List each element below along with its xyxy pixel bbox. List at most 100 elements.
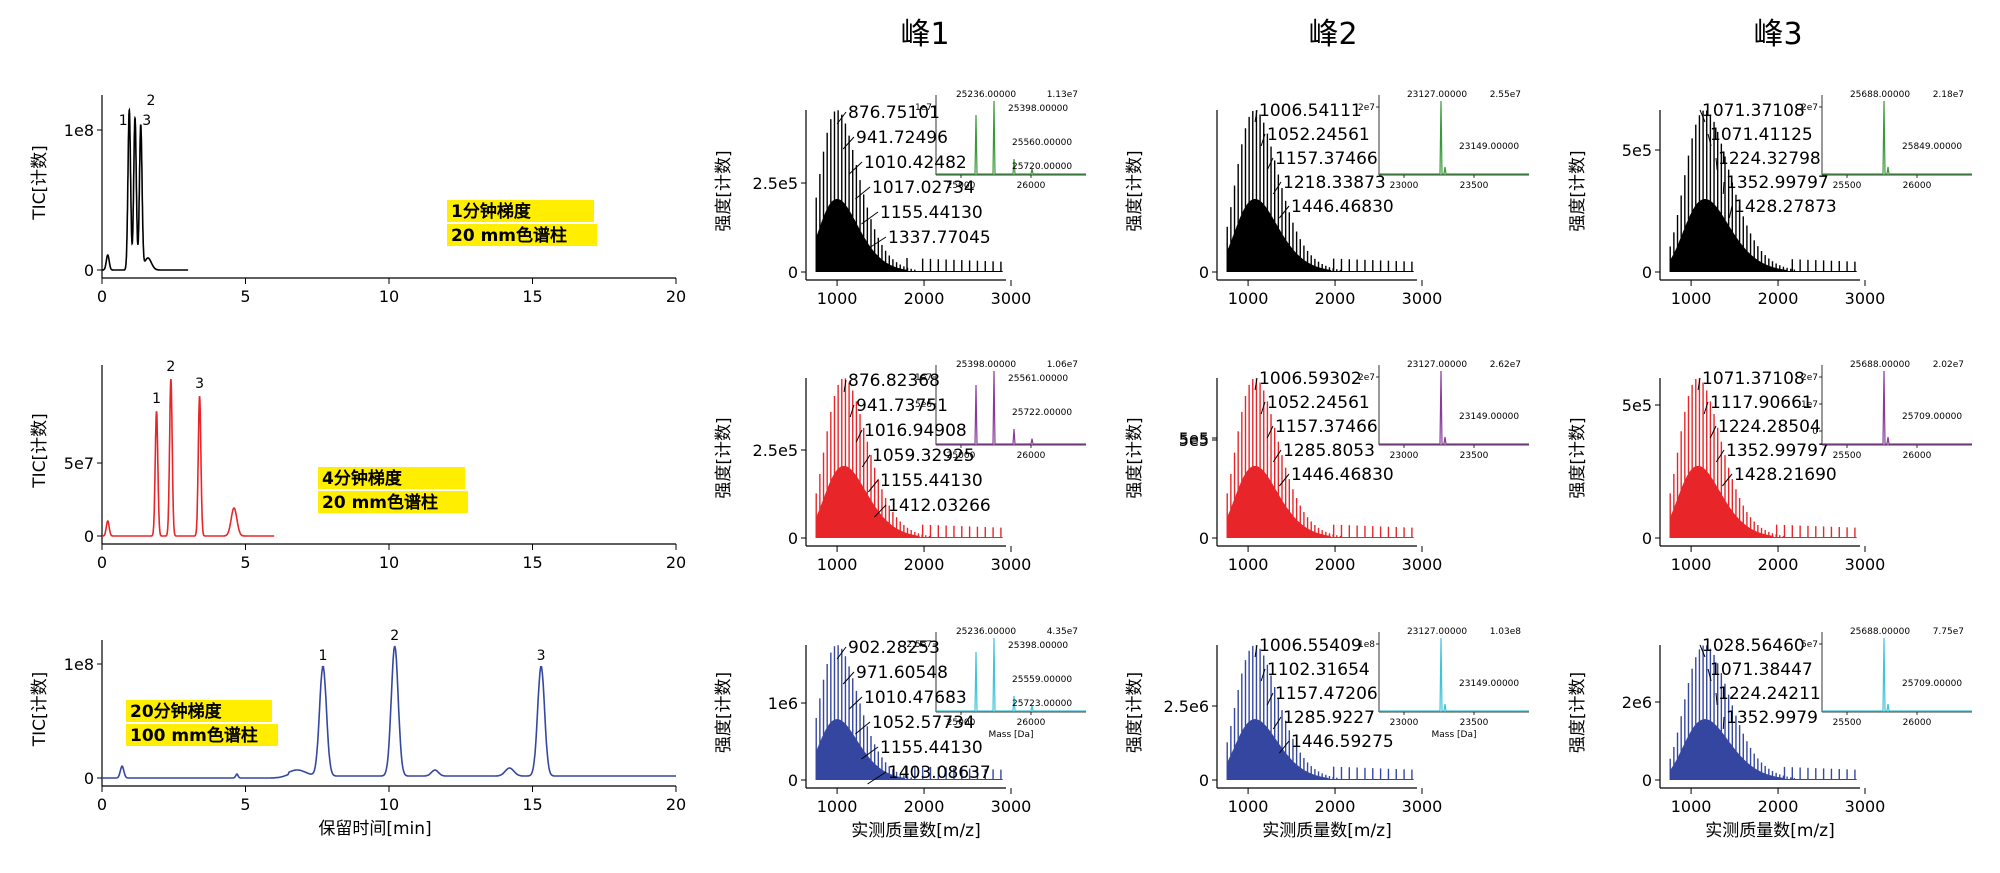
ms-label-leader (1699, 644, 1706, 658)
inset-peak-label: 25561.00000 (1008, 374, 1068, 384)
ms-chart-3-1: 1e6 0 1000 2000 3000 强度[计数] 实测质量数[m/z] 902.2825… (714, 627, 1086, 841)
ms-peak-label: 941.72496 (856, 128, 948, 148)
ms-label-leader (1260, 133, 1266, 147)
ms-label-leader (1279, 740, 1290, 754)
ms-label-leader (842, 136, 855, 150)
ms-label-leader (1715, 449, 1725, 463)
ms-y-label: 强度[计数] (714, 417, 734, 498)
inset-x-tick-label: 26000 (1903, 451, 1932, 461)
ms-x-tick-label: 2000 (1315, 797, 1356, 816)
inset-x-tick-label: 26000 (1903, 718, 1932, 728)
inset-y-tick-label: 2e7 (1801, 373, 1818, 383)
ms-peak-label: 1017.02734 (872, 178, 975, 198)
ms-label-leader (836, 646, 847, 660)
inset-peak-label: 25398.00000 (1008, 104, 1068, 114)
ms-x-tick-label: 1000 (817, 797, 858, 816)
inset-y-tick-label: 1e7 (915, 373, 932, 383)
gradient-box-bg (318, 467, 465, 489)
inset-peak-label: 25236.00000 (956, 90, 1016, 100)
ms-x-tick-label: 1000 (1671, 797, 1712, 816)
ms-label-leader (855, 429, 863, 443)
inset-peak-label: 25398.00000 (1008, 641, 1068, 651)
ms-label-leader (848, 696, 863, 710)
ms-chart-2-2: 5e5 0 1000 2000 3000 强度[计数] 1006.59302 1052.245… (1125, 360, 1529, 574)
inset-peak-label: 25723.00000 (1012, 699, 1072, 709)
ms-inset: 1e7 5e6 25000 26000 1.06e7 25398.00000 25561.0… (915, 360, 1086, 461)
gradient-box-text: 20 mm色谱柱 (322, 492, 438, 513)
ms-peak-label: 1285.9227 (1283, 708, 1375, 728)
ms-peak-label: 1052.24561 (1267, 393, 1370, 413)
ms-x-tick-label: 2000 (1758, 797, 1799, 816)
ms-y-label: 强度[计数] (714, 672, 734, 753)
tic-x-tick-label: 0 (97, 553, 107, 572)
ms-peak-label: 1428.21690 (1734, 465, 1837, 485)
ms-y-label: 强度[计数] (1568, 150, 1588, 231)
gradient-box-bg (447, 224, 597, 246)
inset-y-tick-label: 1e7 (915, 103, 932, 113)
gradient-box-bg (318, 491, 468, 513)
tic-y-label: TIC[计数] (30, 413, 50, 489)
gradient-box-text: 4分钟梯度 (322, 468, 403, 489)
ms-y-tick-label: 5e5 (1622, 396, 1652, 415)
tic-x-tick-label: 5 (240, 553, 250, 572)
ms-y-tick-label: 2e6 (1622, 693, 1652, 712)
ms-inset: 1e8 23000 23500 1.03e8 Mass [Da] 23127.00000 2… (1358, 627, 1529, 740)
ms-label-leader (1707, 133, 1712, 147)
ms-y-tick-label: 2.5e6 (1164, 697, 1209, 716)
ms-peak-label: 902.28253 (848, 638, 940, 658)
ms-x-tick-label: 2000 (1758, 289, 1799, 308)
tic-y-tick-label: 0 (84, 769, 94, 788)
ms-label-leader (855, 186, 871, 200)
tic-y-tick-label: 1e8 (64, 655, 94, 674)
ms-x-tick-label: 3000 (1402, 797, 1443, 816)
ms-chart-1-1: 2.5e5 0 1000 2000 3000 强度[计数] 876.75101 941.724… (714, 90, 1086, 308)
ms-label-leader (842, 671, 855, 685)
ms-x-tick-label: 1000 (1228, 797, 1269, 816)
ms-x-tick-label: 2000 (904, 797, 945, 816)
inset-y-tick-label: 2e7 (1358, 103, 1375, 113)
ms-inset: 2e7 23000 23500 2.55e7 23127.00000 23149.0000… (1358, 90, 1529, 191)
inset-spectrum (936, 100, 1086, 175)
ms-peak-label: 1102.31654 (1267, 660, 1370, 680)
ms-y-tick-label: 0 (788, 263, 798, 282)
inset-x-tick-label: 25500 (1833, 181, 1862, 191)
ms-x-label: 实测质量数[m/z] (851, 821, 980, 841)
ms-x-tick-label: 3000 (1845, 289, 1886, 308)
ms-label-leader (874, 504, 887, 518)
inset-peak-label: 25398.00000 (956, 360, 1016, 370)
ms-label-leader (1699, 109, 1706, 123)
inset-peak-label: 25709.00000 (1902, 412, 1962, 422)
ms-x-label: 实测质量数[m/z] (1705, 821, 1834, 841)
inset-spectrum (936, 637, 1086, 712)
ms-x-tick-label: 1000 (1671, 289, 1712, 308)
tic-trace (102, 645, 676, 779)
ms-label-leader (1715, 157, 1718, 171)
ms-peak-label: 1010.42482 (864, 153, 967, 173)
ms-label-leader (867, 771, 887, 785)
ms-peak-label: 1006.54111 (1259, 101, 1362, 121)
ms-peak-label: 1403.08637 (888, 763, 991, 783)
gradient-box-bg (447, 200, 594, 222)
ms-y-tick-label: 0 (788, 771, 798, 790)
gradient-box-text: 20分钟梯度 (130, 701, 223, 722)
ms-label-leader (1254, 377, 1258, 391)
tic-peak-label: 2 (390, 628, 399, 644)
header-peak-1: 峰1 (900, 17, 949, 52)
ms-label-leader (867, 236, 887, 250)
tic-x-tick-label: 20 (666, 795, 686, 814)
inset-peak-label: 25236.00000 (956, 627, 1016, 637)
ms-x-tick-label: 1000 (1671, 555, 1712, 574)
inset-peak-label: 23149.00000 (1459, 679, 1519, 689)
tic-y-tick-label: 0 (84, 261, 94, 280)
ms-peak-label: 1071.41125 (1710, 125, 1813, 145)
ms-y-tick-label: 0 (1199, 529, 1209, 548)
inset-max-label: 1.13e7 (1047, 90, 1078, 100)
ms-peak-label: 1006.59302 (1259, 369, 1362, 389)
ms-peak-label: 1117.90661 (1710, 393, 1813, 413)
tic-peak-label: 3 (537, 648, 546, 664)
ms-y-label: 强度[计数] (1125, 417, 1145, 498)
ms-y-tick-label: 2.5e5 (753, 441, 798, 460)
inset-x-tick-label: 25000 (947, 181, 976, 191)
